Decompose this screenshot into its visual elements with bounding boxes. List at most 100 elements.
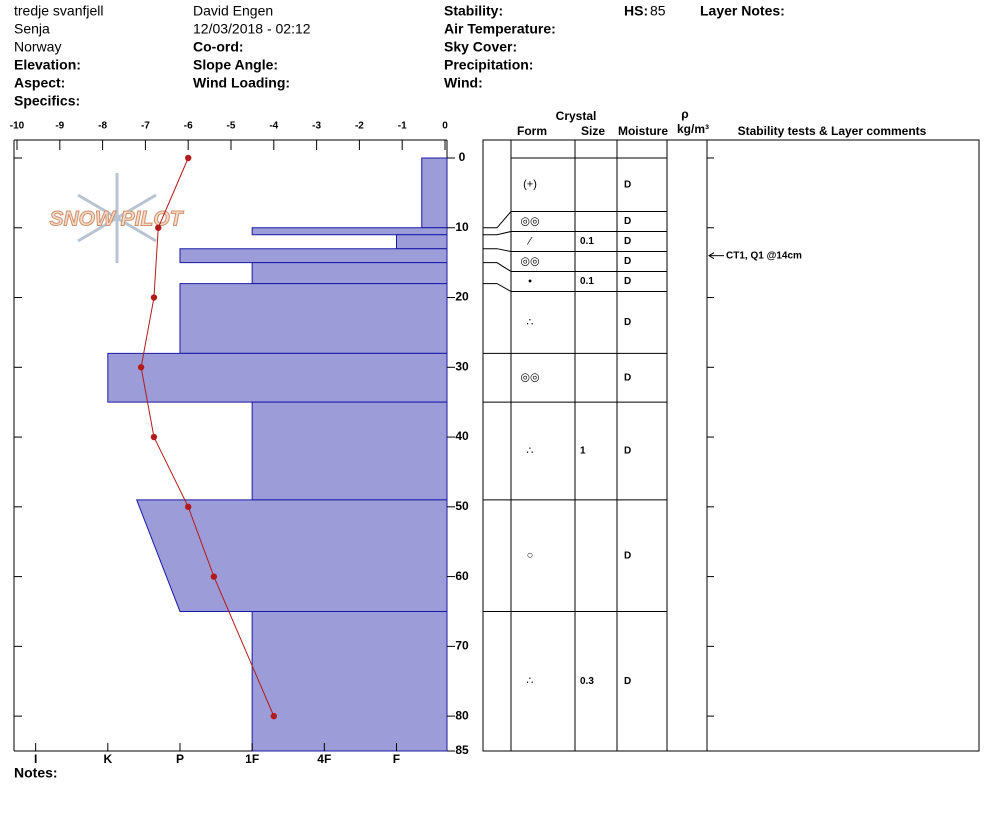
crystal-size: 0.1 <box>580 276 594 287</box>
hardness-layer <box>179 283 448 354</box>
sky-cover-label: Sky Cover: <box>444 39 517 55</box>
temp-label: -2 <box>355 121 364 132</box>
crystal-form: ∴ <box>527 445 534 457</box>
hardness-layer <box>251 401 448 501</box>
elevation-label: Elevation: <box>14 57 81 73</box>
header: tredje svanfjell Senja Norway Elevation:… <box>14 3 785 781</box>
depth-label: 0 <box>459 150 466 164</box>
hardness-label: K <box>103 752 112 766</box>
temp-label: -10 <box>10 121 25 132</box>
temperature-line <box>140 157 275 717</box>
hardness-label: 4F <box>317 752 331 766</box>
crystal-size: 1 <box>580 446 586 457</box>
hardness-layer <box>395 234 448 250</box>
crystal-size: 0.1 <box>580 236 594 247</box>
temp-label: -1 <box>398 121 407 132</box>
stability-label: Stability: <box>444 3 503 19</box>
precipitation-label: Precipitation: <box>444 57 533 73</box>
crystal-form: ◎◎ <box>520 372 539 384</box>
hardness-layer <box>135 499 448 612</box>
temp-label: -9 <box>55 121 64 132</box>
density-unit: kg/m³ <box>677 122 709 136</box>
depth-label: 70 <box>455 639 469 653</box>
crystal-form: • <box>528 275 532 287</box>
hardness-layer <box>421 157 448 229</box>
coord-label: Co-ord: <box>193 39 244 55</box>
comments-header: Stability tests & Layer comments <box>738 124 927 138</box>
layer-connector <box>483 211 512 229</box>
temperature-point <box>137 364 145 371</box>
layer-notes-label: Layer Notes: <box>700 3 785 19</box>
table-header: Crystal Form Size Moisture ρ kg/m³ Stabi… <box>517 107 927 138</box>
hardness-label: F <box>393 752 400 766</box>
depth-label: 30 <box>455 359 469 373</box>
specifics-label: Specifics: <box>14 93 80 109</box>
depth-label: 85 <box>455 743 469 757</box>
moisture: D <box>624 236 631 247</box>
moisture-header: Moisture <box>618 124 668 138</box>
aspect-label: Aspect: <box>14 75 65 91</box>
crystal-form: ○ <box>527 550 534 562</box>
temp-label: -3 <box>312 121 321 132</box>
temperature-point <box>155 224 162 231</box>
depth-label: 20 <box>455 290 469 304</box>
crystal-form: ⁄ <box>526 235 533 247</box>
frames <box>13 139 980 752</box>
table-frame <box>482 139 980 752</box>
moisture: D <box>624 550 631 561</box>
location: tredje svanfjell <box>14 3 104 19</box>
test-label: CT1, Q1 @14cm <box>726 250 802 261</box>
temperature-point <box>185 154 192 162</box>
hardness-layer <box>107 352 448 403</box>
density-symbol: ρ <box>681 107 688 121</box>
temperature-point <box>150 294 158 301</box>
hardness-layer <box>251 227 448 236</box>
logo-flake <box>77 193 157 243</box>
layer-connector <box>483 262 512 272</box>
air-temperature-label: Air Temperature: <box>444 21 556 37</box>
depth-label: 60 <box>455 569 469 583</box>
slope-angle-label: Slope Angle: <box>193 57 278 73</box>
test-arrowhead <box>708 252 715 260</box>
wind-loading-label: Wind Loading: <box>193 75 290 91</box>
datetime: 12/03/2018 - 02:12 <box>193 21 311 37</box>
crystal-form: ◎◎ <box>520 255 539 267</box>
country: Norway <box>14 39 61 55</box>
crystal-form: ◎◎ <box>520 215 539 227</box>
crystal-form: ∴ <box>527 675 534 687</box>
temp-label: -4 <box>269 121 278 132</box>
temp-label: -6 <box>184 121 193 132</box>
hs-value: 85 <box>650 3 666 19</box>
depth-label: 80 <box>455 708 469 722</box>
crystal-size: 0.3 <box>580 676 594 687</box>
moisture: D <box>624 317 631 328</box>
size-header: Size <box>581 124 605 138</box>
temperature-point <box>150 433 158 441</box>
wind-label: Wind: <box>444 75 483 91</box>
moisture: D <box>624 676 631 687</box>
layer-connector <box>483 283 512 292</box>
logo: SNOW PILOT <box>49 173 185 263</box>
layer-connector <box>483 248 512 252</box>
moisture: D <box>624 216 631 227</box>
moisture: D <box>624 276 631 287</box>
temperature-point <box>210 573 218 580</box>
layer-connector <box>483 230 512 236</box>
moisture: D <box>624 446 631 457</box>
moisture: D <box>624 179 631 190</box>
crystal-form: (+) <box>523 179 537 191</box>
temp-label: -5 <box>227 121 236 132</box>
notes-label: Notes: <box>14 765 58 781</box>
depth-label: 10 <box>455 220 469 234</box>
hardness-layer <box>251 262 448 285</box>
moisture: D <box>624 256 631 267</box>
depth-label: 40 <box>455 429 469 443</box>
region: Senja <box>14 21 50 37</box>
temperature-point <box>270 712 277 720</box>
temp-label: -8 <box>98 121 107 132</box>
temp-label: -7 <box>141 121 150 132</box>
hardness-label: 1F <box>245 752 259 766</box>
temp-label: 0 <box>442 121 448 132</box>
